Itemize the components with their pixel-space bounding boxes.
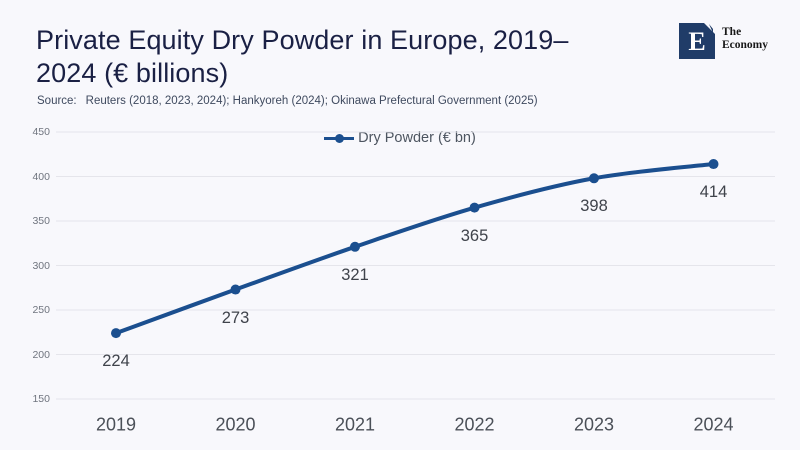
y-tick-label: 250: [32, 304, 50, 316]
source-text: Reuters (2018, 2023, 2024); Hankyoreh (2…: [85, 95, 538, 107]
logo-wordmark: The Economy: [722, 26, 768, 52]
data-label: 321: [341, 265, 369, 284]
logo-letter: E: [688, 26, 706, 56]
source-note: Source: Reuters (2018, 2023, 2024); Hanky…: [37, 95, 538, 107]
data-label: 365: [460, 226, 489, 245]
x-tick-label: 2022: [454, 414, 495, 435]
logo-wordmark-line1: The: [722, 26, 742, 38]
data-point: [469, 202, 480, 213]
logo-e-icon: E: [679, 23, 715, 59]
y-tick-label: 350: [32, 215, 50, 227]
data-point: [230, 284, 241, 295]
legend-line-marker-icon: [324, 133, 355, 143]
x-tick-label: 2023: [573, 414, 615, 435]
page-title: Private Equity Dry Powder in Europe, 201…: [36, 25, 569, 88]
logo-notch-icon: [704, 23, 715, 34]
x-tick-label: 2020: [215, 414, 256, 435]
data-label: 224: [102, 352, 130, 371]
data-point: [589, 173, 599, 184]
y-tick-label: 300: [32, 259, 50, 272]
brand-logo: E The Economy: [679, 23, 768, 59]
y-tick-label: 150: [32, 393, 50, 405]
x-tick-label: 2021: [334, 414, 376, 435]
logo-wordmark-line2: Economy: [722, 39, 768, 52]
chart-legend: Dry Powder (€ bn): [0, 128, 800, 148]
x-tick-label: 2024: [693, 414, 734, 435]
data-point: [111, 328, 121, 339]
x-tick-label: 2019: [95, 414, 137, 435]
data-label: 273: [221, 308, 250, 327]
legend-label: Dry Powder (€ bn): [358, 130, 476, 146]
data-point: [350, 241, 360, 252]
source-label: Source:: [37, 95, 77, 107]
data-point: [708, 159, 719, 170]
data-label: 414: [699, 183, 728, 202]
y-tick-label: 200: [32, 348, 50, 361]
series-line: [114, 162, 716, 336]
y-tick-label: 400: [32, 170, 50, 183]
data-label: 398: [580, 197, 608, 216]
y-tick-label: 450: [32, 126, 50, 138]
